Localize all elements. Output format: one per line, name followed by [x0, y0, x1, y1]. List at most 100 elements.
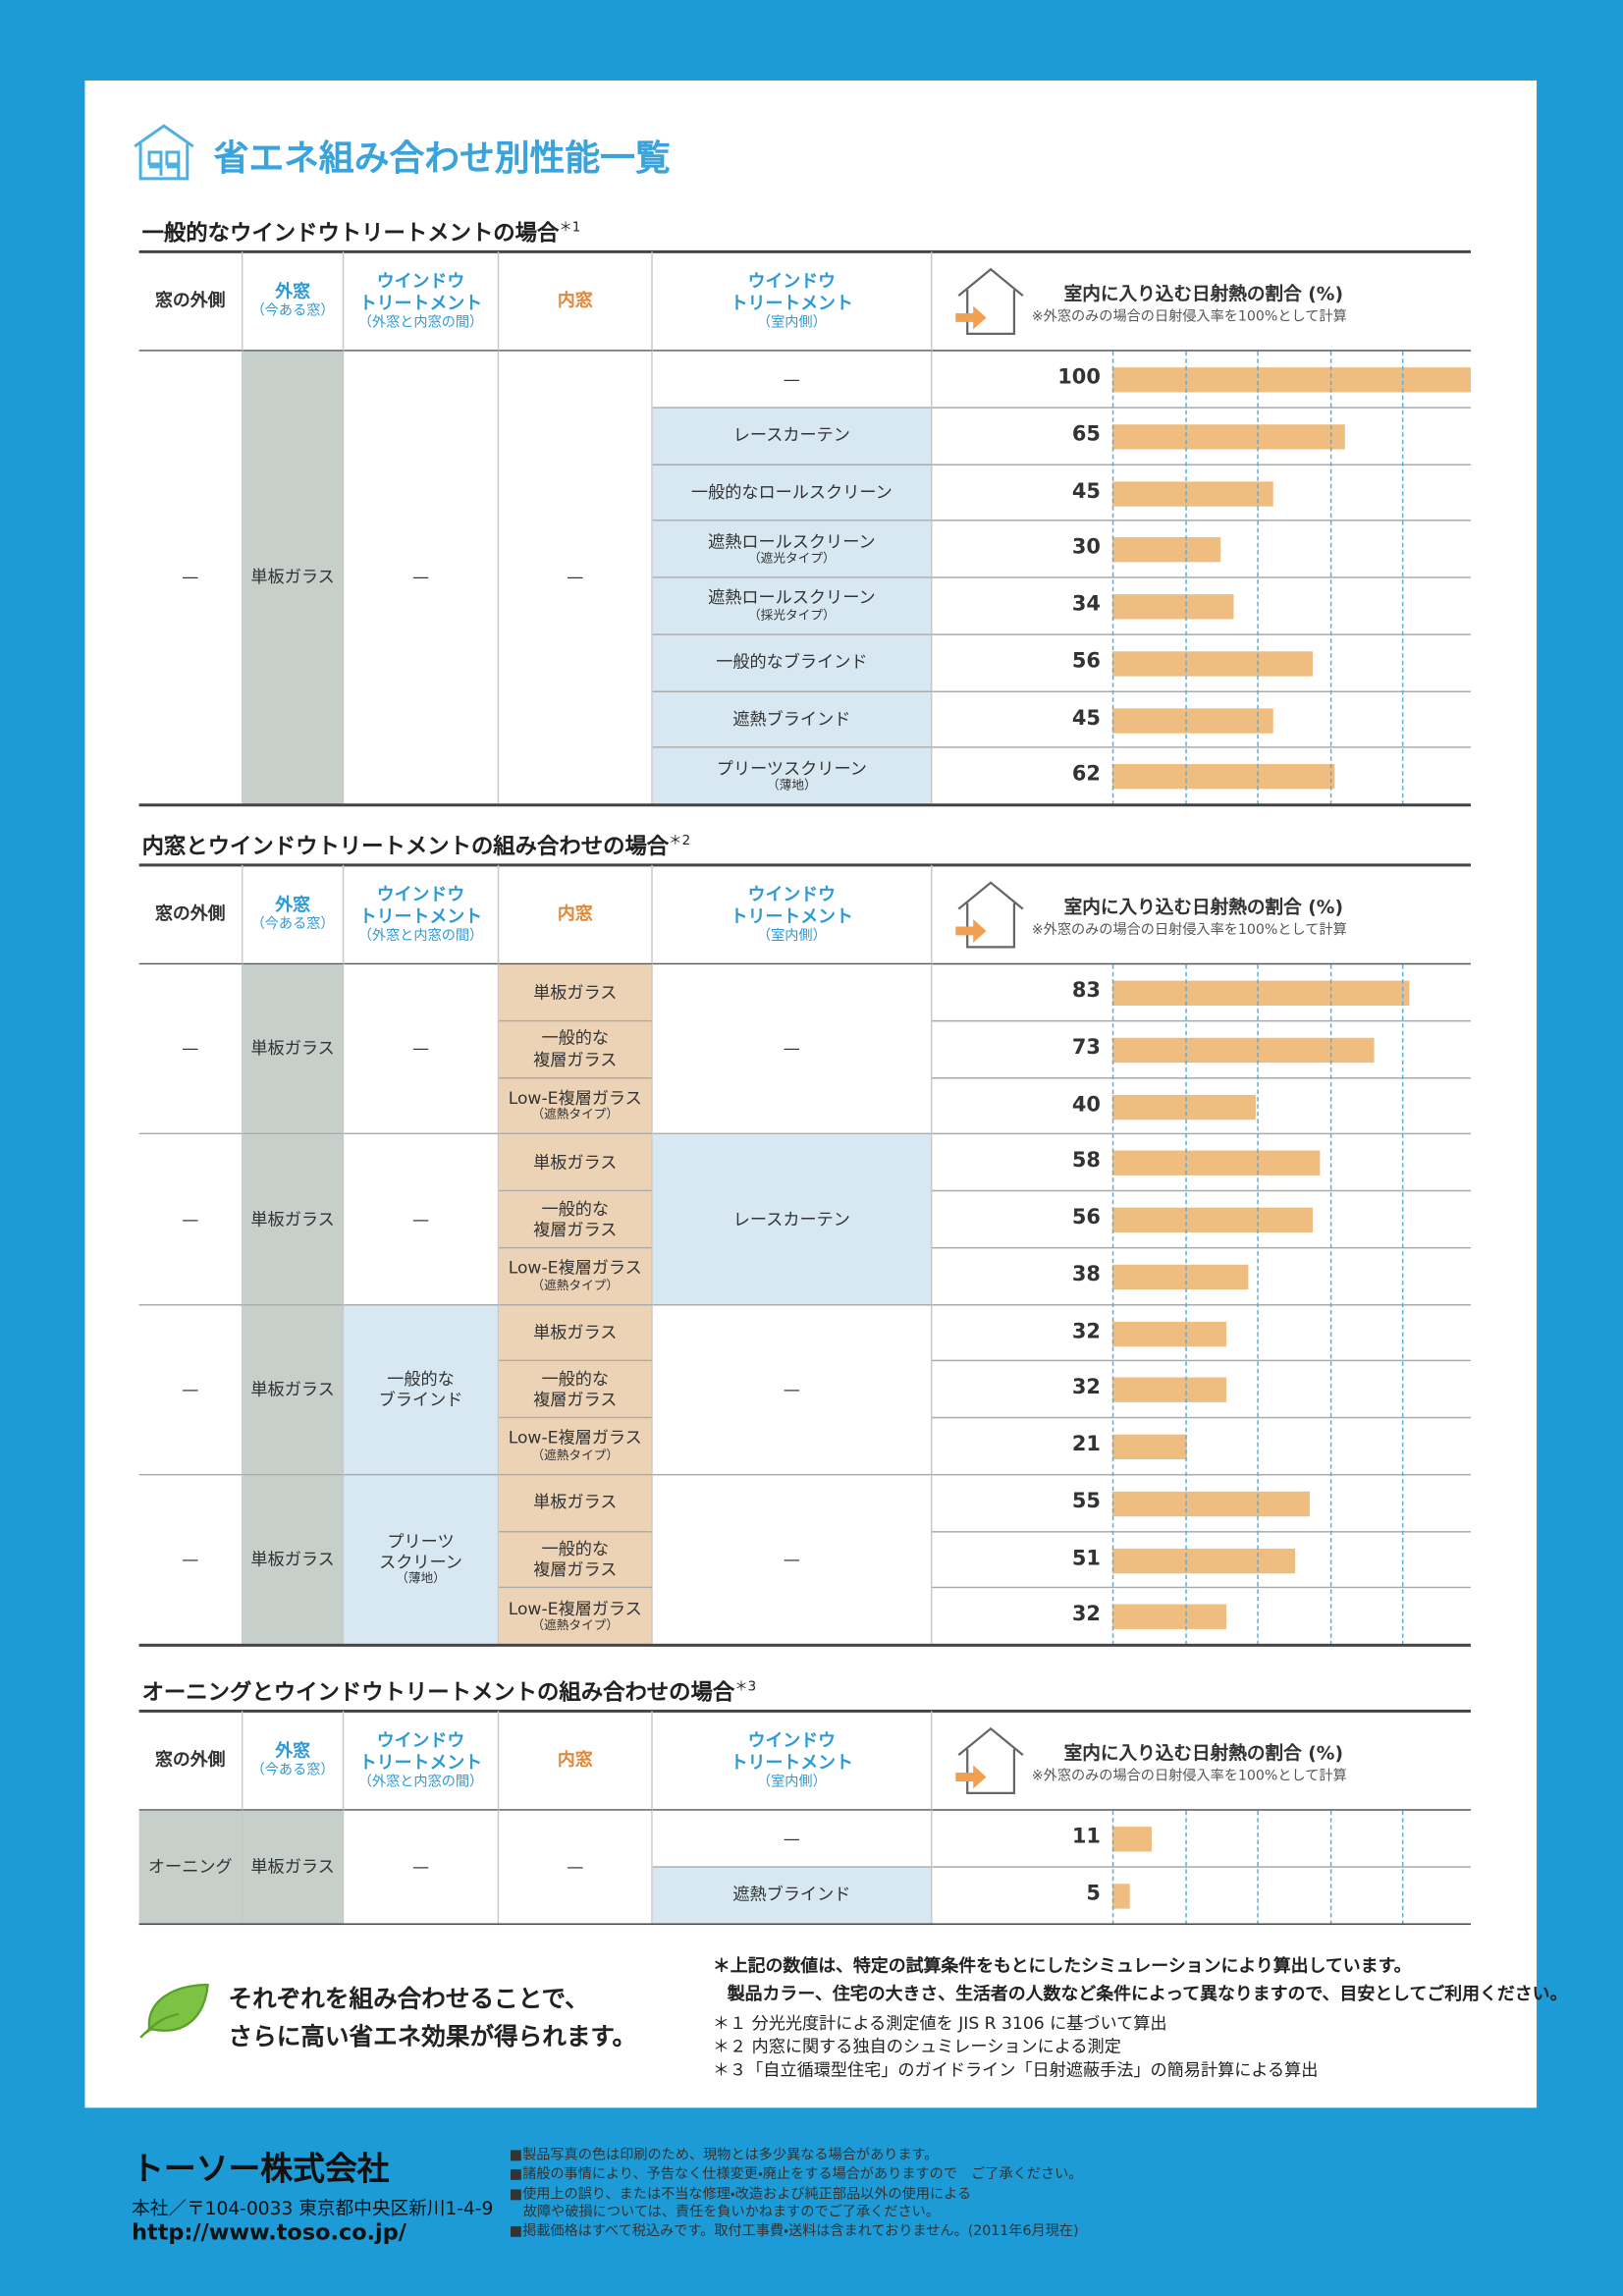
inner-label: 一般的な 複層ガラス [533, 1368, 618, 1410]
chart-row [932, 1362, 1471, 1419]
chart-grid-line [1257, 351, 1259, 805]
chart-header-label: 室内に入り込む日射熱の割合 (%) [1063, 896, 1343, 918]
chart-row [932, 1248, 1471, 1305]
value-label: 56 [1071, 649, 1101, 674]
chart-grid-line [1329, 351, 1331, 805]
treatment-label: プリーツスクリーン [716, 757, 867, 779]
outer-label: 単板ガラス [250, 1208, 335, 1230]
outside-cell: オーニング [138, 1810, 243, 1925]
inner-cell: — [499, 351, 653, 805]
outside-cell: — [138, 1475, 243, 1646]
chart-header-note: ※外窓のみの場合の日射侵入率を100%として計算 [1031, 1768, 1347, 1784]
between-note: （薄地） [396, 1572, 446, 1588]
value-label: 45 [1071, 706, 1101, 731]
value-label: 73 [1071, 1035, 1101, 1060]
footer-note: ■使用上の誤り、または不当な修理・改造および純正部品以外の使用による 故障や破損… [509, 2186, 972, 2221]
header-cell: 内窓 [499, 1711, 653, 1811]
inner-note: （遮熱タイプ） [531, 1108, 620, 1123]
treatment-cell: 遮熱ロールスクリーン （遮光タイプ） [652, 520, 933, 578]
between-label: — [411, 1208, 430, 1230]
table-bottom-rule [138, 803, 1471, 806]
bar [1111, 1264, 1249, 1289]
treatment-cell: — [652, 351, 933, 409]
footnote: ＊上記の数値は、特定の試算条件をもとにしたシミュレーションにより算出しています。 [712, 1955, 1412, 1977]
header-cell: 窓の外側 [138, 1711, 243, 1811]
value-label: 65 [1071, 422, 1101, 447]
inner-label: 単板ガラス [533, 1322, 618, 1343]
value-label: 40 [1071, 1092, 1101, 1117]
chart-header-label: 室内に入り込む日射熱の割合 (%) [1063, 1741, 1343, 1765]
value-label: 34 [1071, 592, 1101, 617]
chart-row [932, 1305, 1471, 1362]
treatment-label: 遮熱ロールスクリーン [708, 530, 876, 552]
inner-note: （遮熱タイプ） [531, 1278, 620, 1293]
table-top-rule [138, 249, 1471, 253]
header-label: 内窓 [557, 1749, 593, 1771]
chart-header-note: ※外窓のみの場合の日射侵入率を100%として計算 [1031, 922, 1347, 939]
footnote: ＊３「自立循環型住宅」のガイドライン「日射遮蔽手法」の簡易計算による算出 [712, 2059, 1319, 2081]
treatment-cell: — [652, 964, 933, 1135]
inner-label: Low-E複層ガラス [508, 1257, 642, 1279]
header-note: （今ある窓） [250, 302, 335, 320]
outer-cell: 単板ガラス [243, 351, 345, 805]
treatment-note: （採光タイプ） [747, 608, 836, 624]
section-title-text: 内窓とウインドウトリートメントの組み合わせの場合 [141, 833, 670, 859]
header-note: （今ある窓） [250, 1762, 335, 1779]
outside-label: — [182, 1038, 199, 1060]
header-label: ウインドウ トリートメント [358, 270, 483, 313]
value-label: 11 [1071, 1825, 1101, 1849]
value-label: 32 [1071, 1603, 1101, 1627]
house-arrow-icon [955, 881, 1024, 949]
header-note: （外窓と内窓の間） [357, 1773, 484, 1790]
section-footnote-mark: ＊2 [669, 834, 691, 849]
treatment-cell: 遮熱ブラインド [652, 691, 933, 749]
treatment-label: レースカーテン [732, 424, 850, 446]
outer-label: 単板ガラス [250, 567, 335, 588]
header-cell: ウインドウ トリートメント （室内側） [652, 864, 933, 965]
header-label: 内窓 [557, 290, 593, 310]
header-cell: 窓の外側 [138, 864, 243, 965]
outside-cell: — [138, 964, 243, 1135]
message-line: さらに高い省エネ効果が得られます。 [228, 2022, 637, 2051]
between-cell: — [344, 1134, 500, 1305]
inner-cell: 一般的な 複層ガラス [499, 1361, 653, 1419]
bar [1111, 1548, 1295, 1573]
chart-grid-line [1257, 1810, 1259, 1925]
inner-label: Low-E複層ガラス [508, 1427, 642, 1449]
outer-label: 単板ガラス [250, 1378, 335, 1399]
between-cell: 一般的な ブラインド [344, 1304, 500, 1476]
header-label: 外窓 [275, 281, 310, 302]
header-cell: 窓の外側 [138, 251, 243, 352]
chart-grid-line [1401, 964, 1404, 1646]
inner-cell: — [499, 1810, 653, 1925]
chart-grid-line [1401, 351, 1404, 805]
header-note: （外窓と内窓の間） [357, 927, 484, 944]
inner-label: Low-E複層ガラス [508, 1598, 642, 1618]
footer-note: ■掲載価格はすべて税込みです。取付工事費・送料は含まれておりません。(2011年… [509, 2223, 1079, 2240]
between-cell: — [344, 351, 500, 805]
bar [1111, 594, 1234, 620]
value-label: 58 [1071, 1149, 1101, 1174]
bar [1111, 1037, 1375, 1063]
header-chart-cell: 室内に入り込む日射熱の割合 (%) ※外窓のみの場合の日射侵入率を100%として計… [932, 251, 1471, 352]
footnote: ＊２ 内窓に関する独自のシュミレーションによる測定 [712, 2036, 1121, 2057]
value-label: 56 [1071, 1206, 1101, 1230]
inner-cell: Low-E複層ガラス （遮熱タイプ） [499, 1418, 653, 1476]
footnote: 製品カラー、住宅の大きさ、生活者の人数など条件によって異なりますので、目安として… [727, 1983, 1568, 2004]
chart-grid-line [1329, 1810, 1331, 1925]
inner-label: — [567, 1856, 584, 1877]
chart-row [932, 1078, 1471, 1135]
bar [1111, 1491, 1310, 1516]
treatment-cell: — [652, 1475, 933, 1646]
inner-cell: Low-E複層ガラス （遮熱タイプ） [499, 1248, 653, 1305]
value-label: 83 [1071, 979, 1101, 1003]
treatment-label: — [783, 368, 800, 390]
value-label: 62 [1071, 762, 1101, 787]
inner-cell: 単板ガラス [499, 964, 653, 1021]
inner-note: （遮熱タイプ） [531, 1618, 620, 1634]
footer-note: ■諸般の事情により、予告なく仕様変更・廃止をする場合がありますので ご了承くださ… [509, 2165, 1083, 2183]
chart-row [932, 691, 1471, 749]
header-cell: ウインドウ トリートメント （室内側） [652, 251, 933, 352]
